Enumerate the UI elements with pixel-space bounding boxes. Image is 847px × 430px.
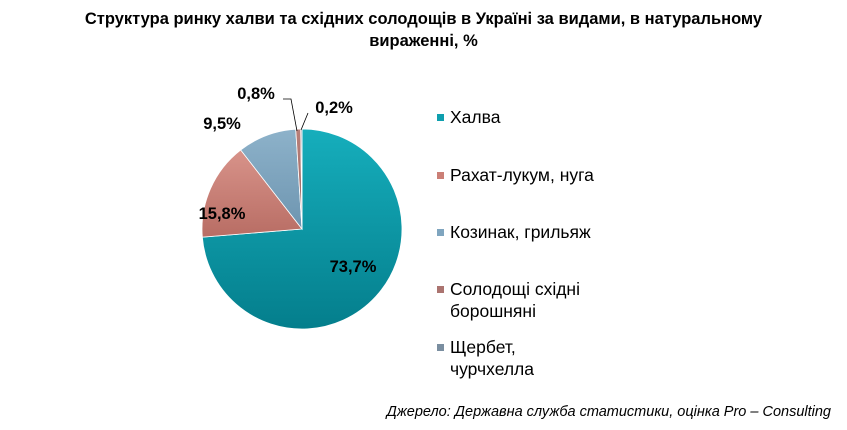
source-note: Джерело: Державна служба статистики, оці… <box>386 404 831 420</box>
data-label-4: 0,8% <box>237 85 275 103</box>
chart-title-line-1: Структура ринку халви та східних солодощ… <box>84 10 763 28</box>
leader-line-4 <box>283 98 298 132</box>
legend-swatch-5 <box>437 344 444 351</box>
legend-label-2-line-1: Рахат-лукум, нуга <box>450 165 594 185</box>
chart-title-line-2: вираженні, % <box>369 32 478 50</box>
data-label-5: 0,2% <box>315 99 353 117</box>
legend-label-5: Щербет, чурчхелла <box>450 336 534 380</box>
legend-swatch-3 <box>437 229 444 236</box>
legend-label-3: Козинак, грильяж <box>450 221 591 243</box>
data-label-1: 73,7% <box>330 258 377 276</box>
legend-label-3-line-1: Козинак, грильяж <box>450 222 591 242</box>
pie-slice-2 <box>201 149 303 238</box>
leader-line-5 <box>300 112 309 131</box>
legend-swatch-1 <box>437 114 444 121</box>
legend-swatch-4 <box>437 286 444 293</box>
legend-label-5-line-1: Щербет, <box>450 337 516 357</box>
legend-label-4: Солодощі східні борошняні <box>450 278 580 322</box>
legend-swatch-2 <box>437 172 444 179</box>
legend-item-2: Рахат-лукум, нуга <box>437 164 817 186</box>
legend-item-1: Халва <box>437 106 817 128</box>
legend-label-1: Халва <box>450 106 500 128</box>
legend-label-2: Рахат-лукум, нуга <box>450 164 594 186</box>
legend-label-4-line-1: Солодощі східні <box>450 279 580 299</box>
legend-item-5: Щербет, чурчхелла <box>437 336 817 380</box>
legend-label-1-line-1: Халва <box>450 107 501 127</box>
data-label-2: 15,8% <box>199 205 246 223</box>
legend-label-4-line-2: борошняні <box>450 301 536 321</box>
legend-item-4: Солодощі східні борошняні <box>437 278 817 322</box>
data-label-3: 9,5% <box>203 115 241 133</box>
chart-title: Структура ринку халви та східних солодощ… <box>0 8 847 52</box>
legend-label-5-line-2: чурчхелла <box>450 359 534 379</box>
legend-item-3: Козинак, грильяж <box>437 221 817 243</box>
